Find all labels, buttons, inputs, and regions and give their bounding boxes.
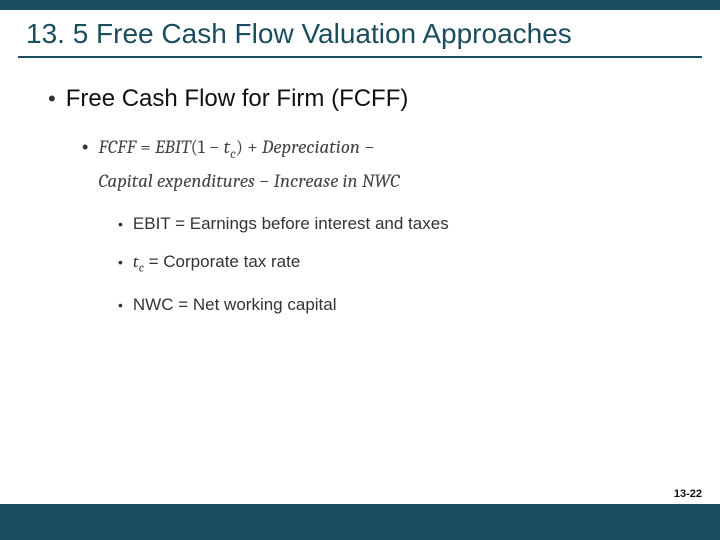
bullet-dot: •: [118, 294, 123, 316]
bullet-level3-ebit: • EBIT = Earnings before interest and ta…: [118, 213, 672, 235]
formula-minus2: −: [255, 170, 274, 192]
title-block: 13. 5 Free Cash Flow Valuation Approache…: [0, 10, 720, 56]
bullet-dot: •: [118, 213, 123, 235]
formula-depreciation: Depreciation: [262, 136, 360, 158]
content-area: • Free Cash Flow for Firm (FCFF) • FCFF …: [0, 58, 720, 316]
formula-paren-open: (1 −: [191, 136, 224, 158]
formula-capex: Capital expenditures: [98, 170, 254, 192]
bullet-level1: • Free Cash Flow for Firm (FCFF): [48, 84, 672, 114]
bullet-dot: •: [48, 84, 56, 114]
formula-minus1: −: [360, 136, 375, 158]
bullet-level2-formula: • FCFF = EBIT(1 − tc) + Depreciation − C…: [82, 134, 672, 195]
fcff-formula: FCFF = EBIT(1 − tc) + Depreciation − Cap…: [98, 134, 399, 195]
def-nwc: NWC = Net working capital: [133, 294, 337, 316]
formula-fcff: FCFF: [98, 136, 136, 158]
def-ebit: EBIT = Earnings before interest and taxe…: [133, 213, 449, 235]
bullet-level3-nwc: • NWC = Net working capital: [118, 294, 672, 316]
bullet-dot: •: [82, 134, 88, 160]
footer-accent-bar: [0, 504, 720, 540]
bullet-dot: •: [118, 251, 123, 273]
slide-title: 13. 5 Free Cash Flow Valuation Approache…: [26, 18, 694, 50]
formula-ebit: EBIT: [155, 136, 191, 158]
top-accent-bar: [0, 0, 720, 10]
bullet-level3-tc: • tc = Corporate tax rate: [118, 251, 672, 278]
page-number: 13-22: [674, 488, 702, 500]
def-tc-rest: = Corporate tax rate: [144, 252, 300, 271]
formula-eq: =: [136, 136, 155, 158]
heading-fcff: Free Cash Flow for Firm (FCFF): [66, 84, 409, 114]
formula-inc-nwc: Increase in NWC: [274, 170, 400, 192]
def-tc: tc = Corporate tax rate: [133, 251, 300, 278]
formula-paren-close: ) +: [236, 136, 262, 158]
